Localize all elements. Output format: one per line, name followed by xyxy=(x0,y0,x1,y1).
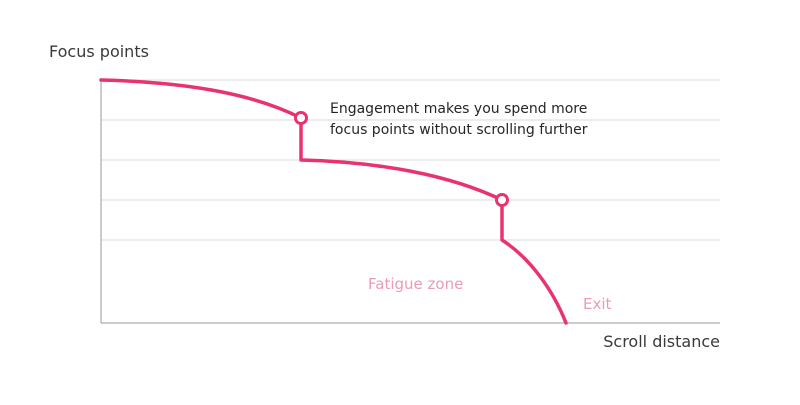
engagement-marker xyxy=(495,193,509,207)
annotation-line-2: focus points without scrolling further xyxy=(330,122,588,138)
x-axis-title: Scroll distance xyxy=(603,332,720,351)
fatigue-zone-label: Fatigue zone xyxy=(368,275,463,293)
exit-label: Exit xyxy=(583,295,612,313)
annotation-line-1: Engagement makes you spend more xyxy=(330,101,587,117)
engagement-marker xyxy=(294,111,308,125)
y-axis-title: Focus points xyxy=(49,42,149,61)
focus-curve xyxy=(99,78,568,325)
